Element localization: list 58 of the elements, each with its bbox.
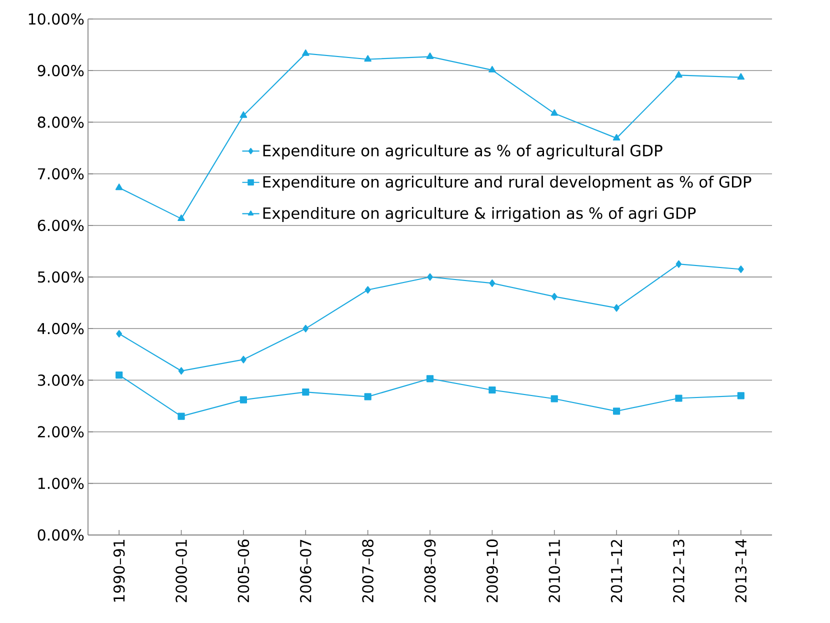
x-tick-label: 2008–09 (424, 540, 436, 602)
point (738, 266, 744, 273)
point (612, 134, 620, 141)
point (302, 324, 309, 332)
point (488, 66, 496, 72)
x-tick-label: 2005–06 (238, 539, 250, 602)
x-tick-label: 2000–01 (176, 540, 187, 602)
point (737, 392, 744, 400)
y-tick-label: 8.00% (38, 116, 84, 128)
y-tick-label: 2.00% (38, 426, 84, 438)
point (302, 388, 310, 396)
y-tick-label: 7.00% (38, 168, 84, 180)
point (675, 394, 682, 402)
legend-label: Expenditure on agriculture & irrigation as % of agri GDP (263, 207, 696, 222)
point (550, 395, 558, 402)
x-tick-label: 2011–12 (610, 540, 622, 602)
y-tick-label: 10.00% (28, 13, 84, 25)
y-tick-label: 6.00% (38, 220, 84, 232)
point (426, 375, 434, 382)
point (364, 286, 371, 294)
legend-label: Expenditure on agriculture and rural development as % of GDP (263, 176, 752, 191)
y-tick-label: 1.00% (38, 478, 84, 490)
point (489, 279, 496, 287)
point (427, 273, 433, 281)
point (676, 260, 682, 268)
point (302, 49, 310, 56)
point (675, 71, 682, 78)
point (364, 393, 372, 400)
point (364, 55, 372, 62)
point (550, 109, 558, 116)
y-tick-label: 4.00% (38, 322, 84, 334)
x-tick-label: 2013–14 (735, 539, 747, 602)
x-tick-label: 2012–13 (673, 540, 684, 602)
point (178, 367, 184, 375)
x-tick-label: 2010–11 (548, 540, 560, 602)
point (240, 111, 248, 118)
point (116, 371, 123, 379)
x-tick-label: 1990–91 (113, 540, 125, 602)
point (488, 386, 496, 394)
point (178, 412, 185, 420)
y-tick-label: 9.00% (38, 64, 84, 76)
point (240, 356, 246, 364)
point (178, 214, 185, 222)
point (551, 292, 558, 300)
y-tick-label: 0.00% (38, 529, 84, 541)
legend-label: Expenditure on agriculture as % of agricultural GDP (263, 144, 662, 160)
point (426, 52, 434, 60)
point (240, 396, 248, 404)
x-tick-label: 2006–07 (300, 540, 312, 602)
x-tick-label: 2009–10 (486, 540, 498, 602)
point (116, 330, 122, 338)
y-tick-label: 3.00% (38, 374, 84, 386)
point (737, 73, 745, 80)
x-tick-label: 2007–08 (362, 540, 374, 602)
point (614, 304, 620, 312)
y-tick-label: 5.00% (38, 271, 84, 283)
point (115, 184, 123, 190)
point (612, 408, 620, 415)
